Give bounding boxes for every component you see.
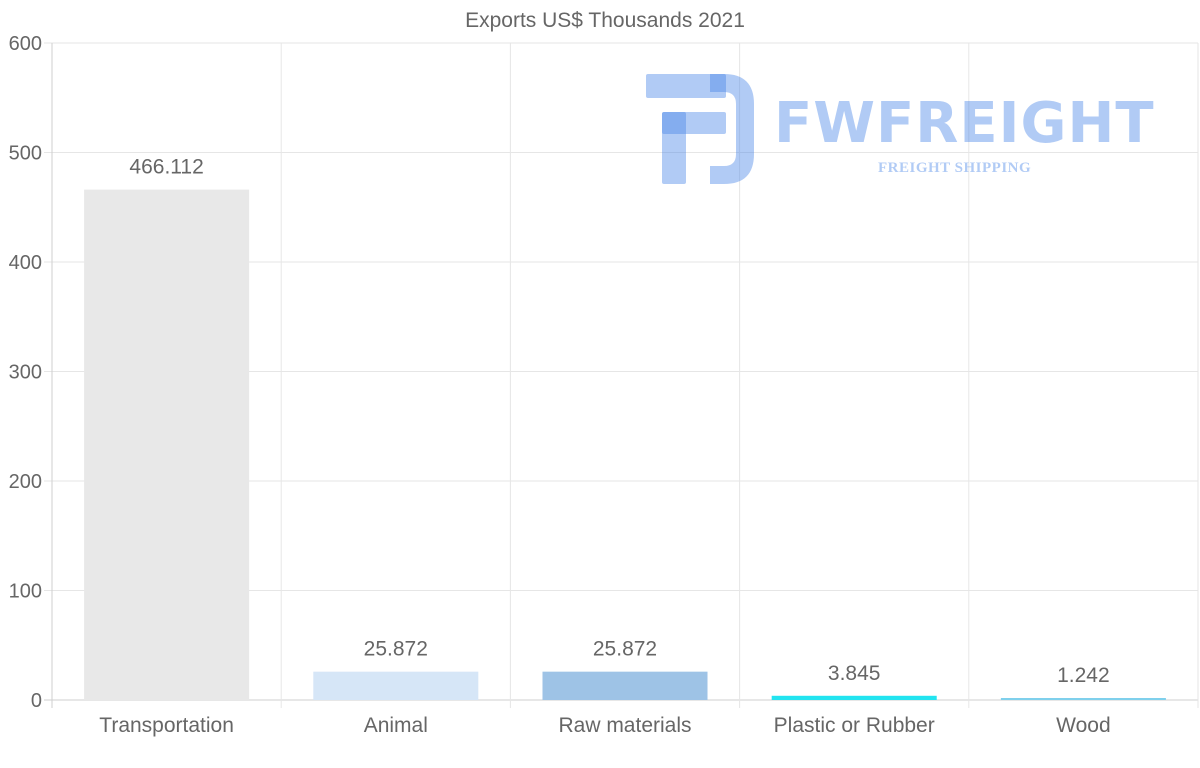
y-tick-label: 100	[9, 581, 42, 603]
bar	[771, 695, 937, 700]
data-label: 25.872	[364, 638, 428, 661]
axes: 0 100 200 300 400 500 600 Transportation Animal R…	[9, 33, 1111, 737]
x-tick-label: Raw materials	[558, 714, 691, 737]
data-labels: 466.112 25.872 25.872 3.845 1.242	[129, 156, 1109, 687]
bars	[84, 189, 1166, 700]
data-label: 25.872	[593, 638, 657, 661]
bar	[313, 671, 479, 700]
x-tick-label: Plastic or Rubber	[774, 714, 935, 737]
bar	[542, 671, 708, 700]
x-tick-label: Animal	[364, 714, 428, 737]
y-tick-label: 600	[9, 33, 42, 55]
data-label: 1.242	[1057, 664, 1110, 687]
y-tick-label: 400	[9, 252, 42, 274]
data-label: 3.845	[828, 662, 881, 685]
x-tick-label: Transportation	[99, 714, 234, 737]
data-label: 466.112	[129, 156, 203, 179]
y-tick-label: 200	[9, 471, 42, 493]
y-tick-label: 0	[31, 690, 42, 712]
y-tick-label: 300	[9, 362, 42, 384]
bar	[84, 189, 250, 700]
y-tick-label: 500	[9, 143, 42, 165]
x-tick-label: Wood	[1056, 714, 1110, 737]
chart-title: Exports US$ Thousands 2021	[465, 9, 745, 32]
bar	[1000, 698, 1166, 700]
